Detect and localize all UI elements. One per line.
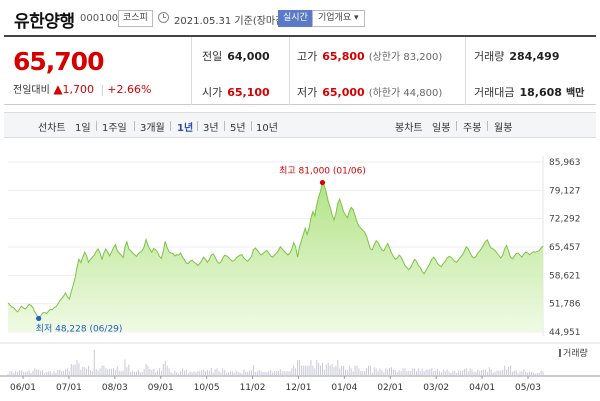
- x-tick-label: 05/03: [515, 383, 541, 393]
- realtime-button[interactable]: 실시간: [278, 10, 313, 27]
- open-cell: 시가 65,100: [202, 84, 270, 104]
- x-tick-label: 06/01: [10, 383, 36, 393]
- volume-legend-icon: [559, 349, 561, 357]
- quote-divider: [289, 37, 290, 105]
- period-separator: [224, 121, 225, 131]
- volume-label: 거래량: [474, 50, 505, 63]
- y-tick-label: 44,951: [549, 328, 581, 338]
- period-1y[interactable]: 1년: [177, 123, 194, 134]
- candle-monthly[interactable]: 월봉: [494, 123, 513, 134]
- x-tick-label: 11/02: [240, 383, 266, 393]
- volume-cell: 거래량 284,499: [474, 48, 559, 68]
- high-annotation: 최고 81,000 (01/06): [279, 166, 366, 177]
- x-tick-label: 07/01: [56, 383, 82, 393]
- trade-value-cell: 거래대금 18,608 백만: [474, 84, 584, 104]
- x-tick-label: 12/01: [285, 383, 311, 393]
- period-separator: [251, 121, 252, 131]
- y-tick-label: 51,786: [549, 300, 581, 310]
- x-tick-label: 08/03: [102, 383, 128, 393]
- price-line: [7, 181, 544, 320]
- change-line: 전일대비 ▲1,700 | +2.66%: [13, 81, 151, 96]
- volume-value: 284,499: [509, 50, 560, 63]
- stock-name: 유한양행: [14, 12, 75, 32]
- period-bar: 선차트 1일 1주일 3개월 1년 3년 5년 10년 봉차트 일봉 주봉 월봉: [4, 112, 596, 138]
- current-price: 65,700: [13, 47, 104, 76]
- y-tick-label: 72,292: [549, 215, 581, 225]
- prev-close-cell: 전일 64,000: [202, 48, 270, 68]
- line-chart-label: 선차트: [38, 123, 66, 134]
- as-of-date: 2021.05.31 기준(장마감): [174, 16, 289, 27]
- stock-code: 000100: [80, 13, 119, 24]
- period-1d[interactable]: 1일: [75, 123, 91, 134]
- open-value: 65,100: [227, 86, 270, 99]
- period-separator: [197, 121, 198, 131]
- period-10y[interactable]: 10년: [256, 123, 278, 134]
- company-overview-dropdown[interactable]: 기업개요 ▾: [312, 10, 365, 27]
- period-5y[interactable]: 5년: [230, 123, 246, 134]
- x-tick-label: 02/01: [377, 383, 403, 393]
- y-tick-label: 58,621: [549, 271, 581, 281]
- low-label: 저가: [297, 86, 318, 99]
- quote-panel: 65,700 전일대비 ▲1,700 | +2.66% 전일 64,000 시가 65…: [4, 35, 596, 105]
- trade-value-unit: 백만: [565, 88, 585, 99]
- candle-daily[interactable]: 일봉: [432, 123, 451, 134]
- change-amount: 1,700: [62, 83, 95, 96]
- candle-chart-label: 봉차트: [395, 123, 423, 134]
- prev-close-label: 전일: [202, 50, 223, 63]
- price-chart: 85,963 79,127 72,292 65,457 58,621 51,786 44,9…: [0, 140, 600, 401]
- y-tick-label: 79,127: [549, 186, 581, 196]
- change-label: 전일대비: [13, 85, 50, 96]
- period-1w[interactable]: 1주일: [102, 123, 127, 134]
- trade-value-label: 거래대금: [474, 86, 515, 99]
- x-tick-label: 10/05: [194, 383, 220, 393]
- clock-icon: [158, 12, 169, 23]
- change-divider: |: [100, 83, 105, 96]
- period-3m[interactable]: 3개월: [140, 123, 165, 134]
- price-chart-svg: 85,963 79,127 72,292 65,457 58,621 51,786 44,9…: [0, 156, 600, 393]
- high-label: 고가: [297, 50, 318, 63]
- volume-legend: 거래량: [563, 347, 588, 359]
- low-annotation: 최저 48,228 (06/29): [36, 323, 123, 334]
- low-cell: 저가 65,000 (하한가 44,800): [297, 84, 442, 104]
- prev-close-value: 64,000: [227, 50, 270, 63]
- price-area: 65,700 전일대비 ▲1,700 | +2.66%: [4, 37, 192, 105]
- low-value: 65,000: [322, 86, 365, 99]
- upper-limit: (상한가 83,200): [368, 52, 443, 63]
- period-separator: [96, 121, 97, 131]
- market-badge: 코스피: [118, 10, 153, 27]
- low-point-marker: [36, 315, 42, 322]
- high-value: 65,800: [322, 50, 365, 63]
- stock-header: 유한양행 000100 코스피 2021.05.31 기준(장마감) 실시간 기…: [0, 0, 600, 34]
- y-tick-label: 65,457: [549, 243, 581, 253]
- candle-weekly[interactable]: 주봉: [463, 123, 482, 134]
- lower-limit: (하한가 44,800): [368, 88, 443, 99]
- x-tick-label: 04/01: [469, 383, 495, 393]
- change-percent: +2.66%: [107, 83, 152, 96]
- period-separator: [134, 121, 135, 131]
- trade-value-value: 18,608: [519, 86, 562, 99]
- x-tick-label: 09/01: [148, 383, 174, 393]
- high-point-marker: [319, 179, 326, 186]
- x-tick-label: 03/02: [423, 383, 449, 393]
- period-separator: [170, 121, 171, 131]
- up-arrow-icon: ▲: [53, 82, 63, 96]
- price-area-fill: [8, 182, 543, 332]
- period-separator: [456, 121, 457, 131]
- period-3y[interactable]: 3년: [203, 123, 219, 134]
- high-cell: 고가 65,800 (상한가 83,200): [297, 48, 442, 68]
- quote-divider: [465, 37, 466, 105]
- open-label: 시가: [202, 86, 223, 99]
- x-tick-label: 01/04: [331, 383, 357, 393]
- period-separator: [487, 121, 488, 131]
- y-tick-label: 85,963: [549, 158, 581, 168]
